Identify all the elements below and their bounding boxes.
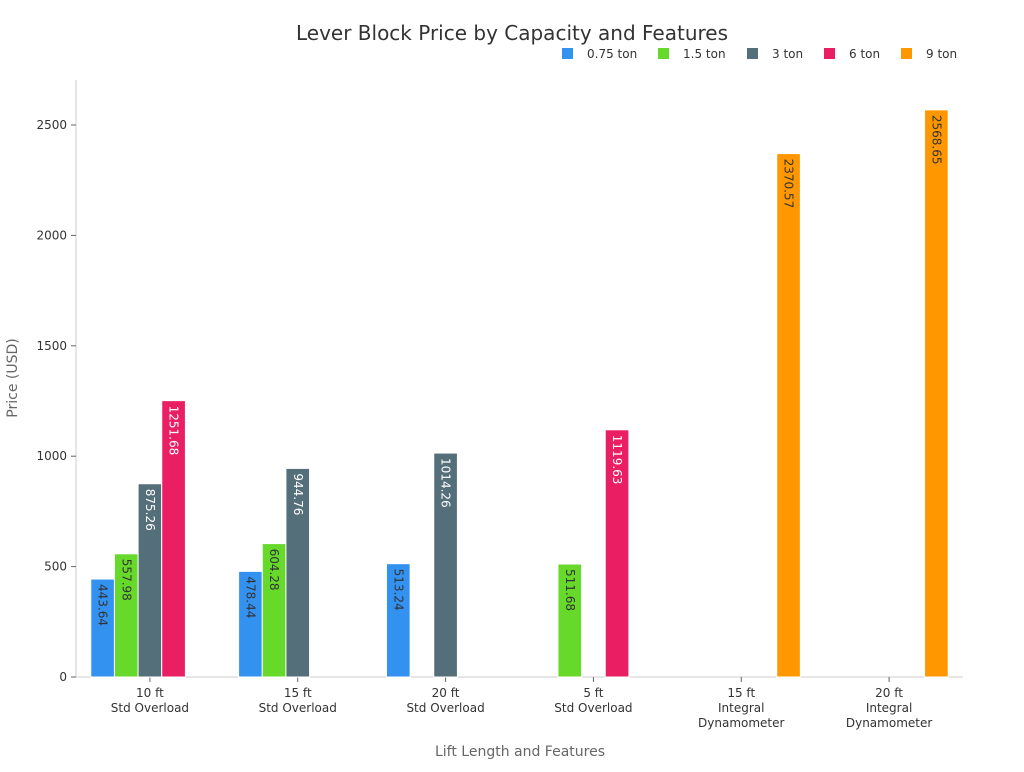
x-axis-label: Lift Length and Features — [435, 744, 605, 760]
x-tick-label: Dynamometer — [846, 716, 932, 730]
legend-swatch — [901, 48, 912, 59]
y-tick-label: 1500 — [36, 339, 67, 353]
bar — [924, 109, 949, 678]
y-tick-label: 500 — [44, 560, 67, 574]
y-tick-label: 2000 — [36, 228, 67, 242]
bar-data-label: 557.98 — [119, 559, 133, 601]
x-tick-label: Std Overload — [259, 701, 337, 715]
x-tick-label: 20 ft — [875, 686, 903, 700]
y-tick-label: 2500 — [36, 118, 67, 132]
legend-label: 3 ton — [772, 47, 803, 61]
legend-swatch — [747, 48, 758, 59]
x-tick-label: Std Overload — [406, 701, 484, 715]
bar-data-label: 443.64 — [96, 584, 110, 626]
x-tick-label: 15 ft — [727, 686, 755, 700]
x-tick-label: 20 ft — [432, 686, 460, 700]
legend: 0.75 ton 1.5 ton 3 ton 6 ton 9 ton — [562, 47, 957, 61]
bar-data-label: 875.26 — [143, 489, 157, 531]
y-tick-label: 0 — [59, 670, 67, 684]
bars: 443.64 478.44 513.24 557.98 604.28 511.68 875.… — [90, 109, 949, 678]
bar — [433, 452, 458, 678]
bar-data-label: 478.44 — [243, 576, 257, 618]
y-tick-label: 1000 — [36, 449, 67, 463]
x-tick-label: Integral — [866, 701, 912, 715]
legend-label: 9 ton — [926, 47, 957, 61]
legend-swatch — [658, 48, 669, 59]
bar — [557, 563, 583, 678]
x-tick-label: 15 ft — [284, 686, 312, 700]
y-axis-label: Price (USD) — [5, 338, 21, 417]
chart-title: Lever Block Price by Capacity and Featur… — [296, 21, 728, 45]
x-tick-label: Integral — [718, 701, 764, 715]
legend-swatch — [824, 48, 835, 59]
bar-data-label: 2370.57 — [782, 159, 796, 209]
x-tick-label: Dynamometer — [698, 716, 784, 730]
bar-data-label: 604.28 — [267, 549, 281, 591]
bar-data-label: 2568.65 — [929, 115, 943, 165]
bar — [385, 563, 411, 678]
legend-label: 1.5 ton — [683, 47, 726, 61]
legend-label: 6 ton — [849, 47, 880, 61]
bar-data-label: 513.24 — [391, 569, 405, 611]
legend-swatch — [562, 48, 573, 59]
bar — [776, 153, 801, 678]
x-tick-label: Std Overload — [111, 701, 189, 715]
bar-data-label: 1119.63 — [610, 435, 624, 485]
x-tick-label: 5 ft — [583, 686, 603, 700]
legend-label: 0.75 ton — [587, 47, 637, 61]
bar — [285, 467, 311, 678]
x-tick-label: 10 ft — [136, 686, 164, 700]
bar-data-label: 1014.26 — [439, 458, 453, 508]
bar-data-label: 944.76 — [291, 473, 305, 515]
bar — [161, 400, 186, 678]
bar-data-label: 511.68 — [563, 569, 577, 611]
y-axis-ticks: 0 500 1000 1500 2000 2500 — [36, 118, 76, 684]
x-tick-label: Std Overload — [554, 701, 632, 715]
bar-data-label: 1251.68 — [167, 406, 181, 456]
bar — [604, 429, 630, 678]
